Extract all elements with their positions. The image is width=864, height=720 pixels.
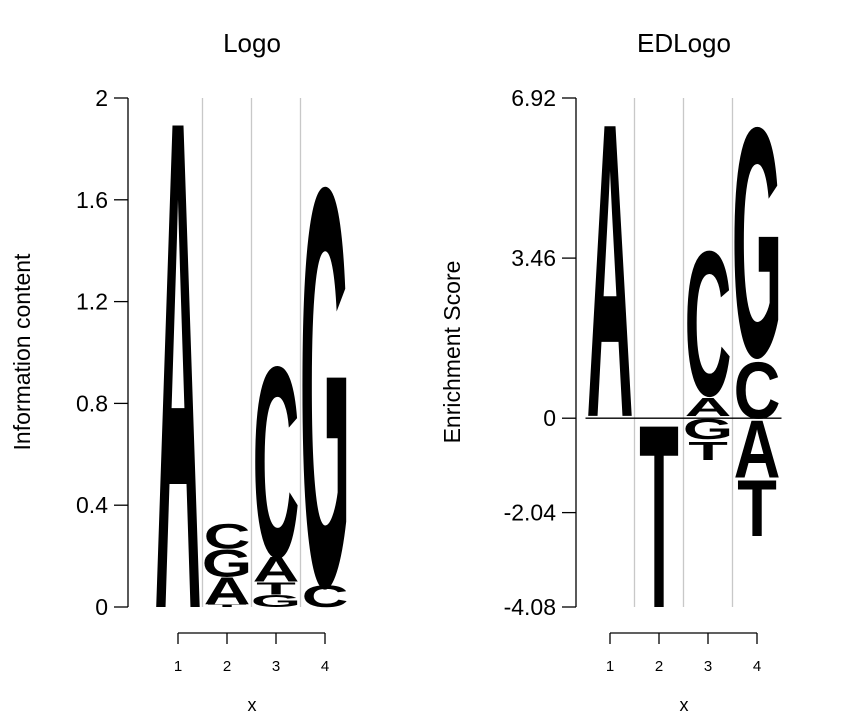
glyph-A-pos3: A: [685, 393, 732, 422]
glyph-G-pos2: G: [202, 542, 252, 585]
y-tick-label: 0: [95, 594, 108, 620]
logo-title: Logo: [223, 28, 281, 58]
y-tick-label: 1.2: [76, 289, 108, 315]
glyph-T-pos2: T: [207, 604, 247, 608]
edlogo-separators: [633, 98, 734, 607]
y-tick-label: 0.4: [76, 492, 108, 518]
x-tick-label: 3: [272, 658, 280, 675]
edlogo-x-axis: 1 2 3 4: [606, 632, 761, 675]
glyph-C-pos2: C: [204, 517, 251, 556]
glyph-A-pos1: A: [155, 0, 202, 720]
x-tick-label: 2: [655, 658, 663, 675]
glyph-A-pos2: A: [204, 570, 251, 613]
y-tick-label: -4.08: [504, 594, 556, 620]
edlogo-xlabel: x: [680, 695, 689, 715]
glyph-T-pos4: T: [737, 465, 777, 554]
x-tick-label: 4: [321, 658, 329, 675]
logo-xlabel: x: [248, 695, 257, 715]
y-tick-label: -2.04: [504, 500, 557, 526]
y-tick-label: 1.6: [76, 187, 108, 213]
logo-separators: [201, 98, 302, 607]
glyph-G-pos4: G: [300, 68, 350, 705]
glyph-T-pos3: T: [688, 437, 728, 466]
y-tick-label: 0.8: [76, 390, 108, 416]
glyph-T-pos3: T: [256, 579, 296, 599]
edlogo-y-axis: -4.08 -2.04 0 3.46 6.92: [504, 85, 577, 620]
y-tick-label: 3.46: [511, 245, 556, 271]
logo-ylabel: Information content: [9, 253, 35, 451]
glyph-C-pos4: C: [302, 578, 349, 614]
glyph-G-pos4: G: [732, 60, 782, 426]
logo-x-axis: 1 2 3 4: [174, 632, 329, 675]
glyph-G-pos3: G: [251, 591, 301, 611]
glyph-C-pos3: C: [685, 209, 732, 440]
y-tick-label: 2: [95, 85, 108, 111]
x-tick-label: 1: [606, 658, 614, 675]
x-tick-label: 1: [174, 658, 182, 675]
glyph-T-pos2: T: [639, 371, 679, 663]
y-tick-label: 6.92: [511, 85, 556, 111]
glyph-C-pos3: C: [253, 310, 300, 614]
glyph-C-pos4: C: [734, 347, 781, 436]
glyph-A-pos3: A: [253, 550, 300, 589]
glyph-A-pos1: A: [587, 34, 634, 505]
edlogo-ylabel: Enrichment Score: [439, 261, 465, 444]
edlogo-title: EDLogo: [637, 28, 731, 58]
x-tick-label: 4: [753, 658, 761, 675]
x-tick-label: 3: [704, 658, 712, 675]
x-tick-label: 2: [223, 658, 231, 675]
logo-y-axis: 0 0.4 0.8 1.2 1.6 2: [76, 85, 129, 620]
y-tick-label: 0: [543, 405, 556, 431]
